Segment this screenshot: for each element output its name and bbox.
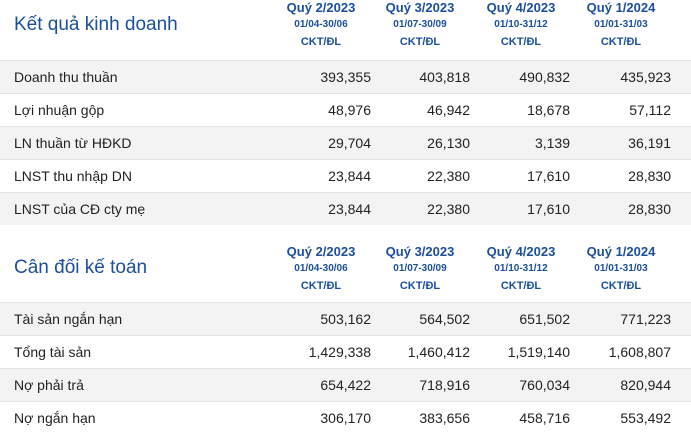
balance-col-1-quarter: Quý 2/2023 xyxy=(286,244,356,259)
row-value: 17,610 xyxy=(527,201,570,217)
row-value: 57,112 xyxy=(629,102,671,118)
balance-col-2-audit: CKT/ĐL xyxy=(399,280,441,292)
row-value: 1,460,412 xyxy=(407,344,470,360)
income-col-3-quarter: Quý 4/2023 xyxy=(486,0,556,15)
balance-sheet-section: Cân đối kế toán Quý 2/2023 01/04-30/06 C… xyxy=(0,242,691,434)
income-col-2-dates: 01/07-30/09 xyxy=(393,19,447,30)
balance-col-1-audit: CKT/ĐL xyxy=(300,280,342,292)
table-row: LNST của CĐ cty mẹ 23,844 22,380 17,610 … xyxy=(0,192,691,225)
row-value: 28,830 xyxy=(628,168,671,184)
income-col-1-audit: CKT/ĐL xyxy=(300,36,342,48)
balance-col-4-audit: CKT/ĐL xyxy=(600,280,642,292)
row-value: 503,162 xyxy=(320,311,371,327)
row-value: 28,830 xyxy=(628,201,671,217)
balance-col-2: Quý 3/2023 01/07-30/09 CKT/ĐL xyxy=(370,244,470,293)
row-value: 435,923 xyxy=(620,69,671,85)
balance-col-3-audit: CKT/ĐL xyxy=(500,280,542,292)
row-value: 1,429,338 xyxy=(308,344,371,360)
row-value: 403,818 xyxy=(419,69,470,85)
row-value: 29,704 xyxy=(328,135,371,151)
table-row: LN thuần từ HĐKD 29,704 26,130 3,139 36,… xyxy=(0,126,691,159)
balance-col-2-quarter: Quý 3/2023 xyxy=(385,244,455,259)
table-row: Tài sản ngắn hạn 503,162 564,502 651,502… xyxy=(0,302,691,335)
row-value: 553,492 xyxy=(620,410,671,426)
income-col-3-audit: CKT/ĐL xyxy=(500,36,542,48)
row-value: 718,916 xyxy=(419,377,470,393)
table-row: Doanh thu thuần 393,355 403,818 490,832 … xyxy=(0,60,691,93)
row-value: 18,678 xyxy=(527,102,570,118)
table-row: Lợi nhuận gộp 48,976 46,942 18,678 57,11… xyxy=(0,93,691,126)
income-col-1-dates: 01/04-30/06 xyxy=(294,19,348,30)
income-col-4-dates: 01/01-31/03 xyxy=(594,19,648,30)
balance-col-4-quarter: Quý 1/2024 xyxy=(586,244,656,259)
balance-header: Cân đối kế toán Quý 2/2023 01/04-30/06 C… xyxy=(0,242,691,302)
row-value: 564,502 xyxy=(419,311,470,327)
row-label[interactable]: LN thuần từ HĐKD xyxy=(14,135,132,151)
row-value: 48,976 xyxy=(328,102,371,118)
row-value: 22,380 xyxy=(427,168,470,184)
income-col-1: Quý 2/2023 01/04-30/06 CKT/ĐL xyxy=(271,0,371,49)
row-value: 46,942 xyxy=(427,102,470,118)
row-value: 23,844 xyxy=(328,201,371,217)
row-value: 771,223 xyxy=(620,311,671,327)
table-row: Nợ ngắn hạn 306,170 383,656 458,716 553,… xyxy=(0,401,691,434)
balance-col-1: Quý 2/2023 01/04-30/06 CKT/ĐL xyxy=(271,244,371,293)
income-col-1-quarter: Quý 2/2023 xyxy=(286,0,356,15)
table-row: Tổng tài sản 1,429,338 1,460,412 1,519,1… xyxy=(0,335,691,368)
row-value: 36,191 xyxy=(628,135,671,151)
row-value: 22,380 xyxy=(427,201,470,217)
row-label[interactable]: Nợ ngắn hạn xyxy=(14,410,96,426)
income-col-4-quarter: Quý 1/2024 xyxy=(586,0,656,15)
row-value: 23,844 xyxy=(328,168,371,184)
row-value: 383,656 xyxy=(419,410,470,426)
balance-col-1-dates: 01/04-30/06 xyxy=(294,263,348,274)
income-col-4: Quý 1/2024 01/01-31/03 CKT/ĐL xyxy=(571,0,671,49)
row-value: 306,170 xyxy=(320,410,371,426)
row-value: 393,355 xyxy=(320,69,371,85)
row-value: 1,608,807 xyxy=(608,344,671,360)
balance-col-2-dates: 01/07-30/09 xyxy=(393,263,447,274)
row-value: 490,832 xyxy=(519,69,570,85)
balance-col-3-quarter: Quý 4/2023 xyxy=(486,244,556,259)
balance-col-4: Quý 1/2024 01/01-31/03 CKT/ĐL xyxy=(571,244,671,293)
table-row: LNST thu nhập DN 23,844 22,380 17,610 28… xyxy=(0,159,691,192)
row-label[interactable]: Lợi nhuận gộp xyxy=(14,102,105,118)
income-title[interactable]: Kết quả kinh doanh xyxy=(14,14,178,35)
row-value: 760,034 xyxy=(519,377,570,393)
income-statement-section: Kết quả kinh doanh Quý 2/2023 01/04-30/0… xyxy=(0,0,691,225)
row-label[interactable]: Doanh thu thuần xyxy=(14,69,118,85)
table-row: Nợ phải trả 654,422 718,916 760,034 820,… xyxy=(0,368,691,401)
row-value: 654,422 xyxy=(320,377,371,393)
row-label[interactable]: LNST của CĐ cty mẹ xyxy=(14,201,146,217)
row-value: 458,716 xyxy=(519,410,570,426)
balance-title[interactable]: Cân đối kế toán xyxy=(14,257,148,278)
row-value: 17,610 xyxy=(527,168,570,184)
row-value: 3,139 xyxy=(534,135,570,151)
income-col-2: Quý 3/2023 01/07-30/09 CKT/ĐL xyxy=(370,0,470,49)
balance-col-3: Quý 4/2023 01/10-31/12 CKT/ĐL xyxy=(471,244,571,293)
income-col-3-dates: 01/10-31/12 xyxy=(494,19,548,30)
row-label[interactable]: Nợ phải trả xyxy=(14,377,84,393)
row-label[interactable]: Tổng tài sản xyxy=(14,344,92,360)
row-value: 1,519,140 xyxy=(507,344,570,360)
balance-col-3-dates: 01/10-31/12 xyxy=(494,263,548,274)
row-value: 820,944 xyxy=(620,377,671,393)
row-label[interactable]: Tài sản ngắn hạn xyxy=(14,311,123,327)
row-value: 651,502 xyxy=(519,311,570,327)
income-header: Kết quả kinh doanh Quý 2/2023 01/04-30/0… xyxy=(0,0,691,60)
income-col-2-audit: CKT/ĐL xyxy=(399,36,441,48)
balance-col-4-dates: 01/01-31/03 xyxy=(594,263,648,274)
income-col-2-quarter: Quý 3/2023 xyxy=(385,0,455,15)
income-col-3: Quý 4/2023 01/10-31/12 CKT/ĐL xyxy=(471,0,571,49)
income-col-4-audit: CKT/ĐL xyxy=(600,36,642,48)
row-value: 26,130 xyxy=(427,135,470,151)
row-label[interactable]: LNST thu nhập DN xyxy=(14,168,133,184)
